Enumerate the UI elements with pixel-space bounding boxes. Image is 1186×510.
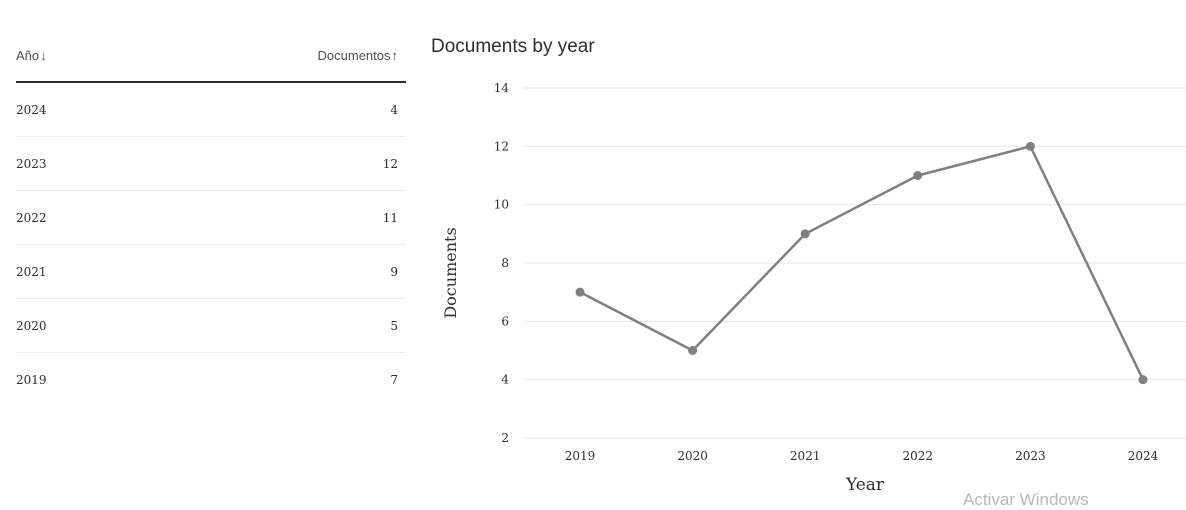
documents-by-year-chart: 2 4 6 8 10 12 14 2019 2020 2021 2022 2023 2024 Year… [441,81,1186,495]
x-axis-ticks: 2019 2020 2021 2022 2023 2024 [565,449,1159,463]
x-tick-label: 2022 [903,449,934,463]
year-column-header[interactable]: Año ↓ [16,48,47,63]
data-point [913,171,923,180]
series-points [575,141,1148,385]
table-header: Año ↓ Documentos ↑ [16,30,406,83]
year-cell: 2022 [16,210,47,225]
y-tick-label: 8 [501,256,509,270]
series-lines [579,145,1145,381]
arrow-down-icon: ↓ [40,48,47,63]
count-cell: 12 [382,156,398,171]
documents-table: Año ↓ Documentos ↑ 2024 4 2023 12 2022 1… [16,30,406,407]
table-body: 2024 4 2023 12 2022 11 2021 9 2020 5 201… [16,83,406,407]
year-cell: 2020 [16,318,47,333]
y-tick-label: 12 [494,139,509,153]
table-row: 2023 12 [16,137,406,191]
x-tick-label: 2019 [565,449,596,463]
data-point [688,346,698,355]
x-tick-label: 2021 [790,449,821,463]
count-cell: 5 [390,318,398,333]
year-cell: 2021 [16,264,47,279]
data-point [1025,141,1035,151]
count-cell: 11 [382,210,398,225]
count-cell: 4 [390,102,398,117]
table-row: 2019 7 [16,353,406,407]
documents-column-header[interactable]: Documentos ↑ [318,48,406,63]
table-row: 2022 11 [16,191,406,245]
y-axis-title: Documents [441,227,460,318]
year-cell: 2023 [16,156,47,171]
data-point [1138,375,1148,385]
y-tick-label: 14 [494,81,510,95]
y-tick-label: 10 [494,198,509,212]
y-tick-label: 6 [501,314,509,328]
y-tick-label: 4 [501,373,509,387]
y-axis-ticks: 2 4 6 8 10 12 14 [494,81,510,445]
series-line [579,145,1145,381]
count-cell: 9 [390,264,398,279]
year-column-label: Año [16,48,40,63]
count-cell: 7 [390,373,398,387]
table-row: 2024 4 [16,83,406,137]
table-row: 2020 5 [16,299,406,353]
x-tick-label: 2024 [1128,449,1159,463]
chart-title: Documents by year [431,36,595,57]
arrow-up-icon: ↑ [391,48,399,63]
data-point [800,229,810,239]
documents-column-label: Documentos [317,48,391,63]
activate-windows-watermark: Activar Windows [963,490,1089,509]
y-tick-label: 2 [501,431,509,445]
table-row: 2021 9 [16,245,406,299]
x-axis-title: Year [845,475,885,495]
year-cell: 2019 [16,373,47,387]
data-point [575,287,585,297]
x-tick-label: 2023 [1015,449,1046,463]
year-cell: 2024 [16,102,47,117]
x-tick-label: 2020 [677,449,708,463]
